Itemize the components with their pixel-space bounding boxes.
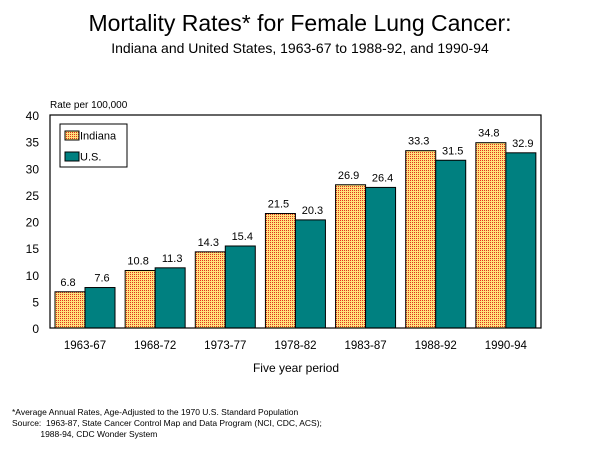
bar-us xyxy=(435,159,467,329)
x-axis-label: Five year period xyxy=(253,361,339,375)
y-axis-ticks: 0 5 10 15 20 25 30 35 40 xyxy=(26,109,40,336)
bar-us xyxy=(294,219,326,329)
legend-swatch-indiana xyxy=(64,130,80,141)
data-label-indiana: 33.3 xyxy=(408,136,429,148)
bar-us xyxy=(154,267,186,329)
bar-indiana xyxy=(194,251,226,329)
bar-us xyxy=(365,186,397,329)
data-label-us: 26.4 xyxy=(372,172,393,184)
x-tick-label: 1988-92 xyxy=(415,340,457,352)
x-tick-label: 1963-67 xyxy=(64,340,106,352)
bars: 6.8 7.6 10.8 11.3 14.3 15.4 21.5 20.3 26.9 26.4 33… xyxy=(54,128,537,329)
y-tick-label: 10 xyxy=(26,269,40,283)
x-axis-ticks: 1963-67 1968-72 1973-77 1978-82 1983-87 1988-… xyxy=(64,340,528,352)
data-label-us: 15.4 xyxy=(232,231,253,243)
bar-us xyxy=(505,152,537,329)
legend-label-indiana: Indiana xyxy=(80,131,117,143)
y-tick-label: 40 xyxy=(26,109,40,123)
x-tick-label: 1990-94 xyxy=(485,340,528,352)
data-label-indiana: 14.3 xyxy=(198,237,219,249)
y-tick-label: 35 xyxy=(26,136,40,150)
data-label-us: 11.3 xyxy=(162,253,183,265)
data-label-us: 20.3 xyxy=(302,205,323,217)
chart-subtitle: Indiana and United States, 1963-67 to 19… xyxy=(111,40,489,56)
y-tick-label: 20 xyxy=(26,216,40,230)
bar-indiana xyxy=(335,184,367,329)
data-label-indiana: 26.9 xyxy=(338,170,359,182)
bar-indiana xyxy=(475,142,507,329)
legend: Indiana U.S. xyxy=(59,123,128,168)
data-label-us: 7.6 xyxy=(94,273,109,285)
x-tick-label: 1983-87 xyxy=(344,340,386,352)
x-tick-label: 1978-82 xyxy=(274,340,316,352)
bar-indiana xyxy=(264,213,296,329)
data-label-indiana: 34.8 xyxy=(478,128,499,140)
data-label-indiana: 6.8 xyxy=(60,277,75,289)
legend-swatch-us xyxy=(64,151,80,162)
legend-label-us: U.S. xyxy=(80,152,101,164)
x-tick-label: 1968-72 xyxy=(134,340,176,352)
bar-indiana xyxy=(54,291,86,329)
footnote-1: *Average Annual Rates, Age-Adjusted to t… xyxy=(12,407,299,417)
bar-indiana xyxy=(405,150,437,329)
x-tick-label: 1973-77 xyxy=(204,340,246,352)
chart-title: Mortality Rates* for Female Lung Cancer: xyxy=(88,10,512,36)
bar-indiana xyxy=(124,269,156,329)
data-label-us: 32.9 xyxy=(512,138,533,150)
plot-frame xyxy=(49,114,542,329)
y-tick-label: 25 xyxy=(26,189,40,203)
y-tick-label: 30 xyxy=(26,162,40,176)
data-label-indiana: 10.8 xyxy=(127,255,148,267)
data-label-indiana: 21.5 xyxy=(268,199,289,211)
y-tick-label: 15 xyxy=(26,242,40,256)
data-label-us: 31.5 xyxy=(442,145,463,157)
y-tick-label: 5 xyxy=(32,295,39,309)
bar-us xyxy=(84,287,116,329)
y-tick-label: 0 xyxy=(32,322,39,336)
footnote-3: 1988-94, CDC Wonder System xyxy=(12,429,158,439)
bar-us xyxy=(224,245,256,329)
y-axis-label: Rate per 100,000 xyxy=(50,100,128,111)
footnote-2: Source: 1963-87, State Cancer Control Ma… xyxy=(12,418,322,428)
